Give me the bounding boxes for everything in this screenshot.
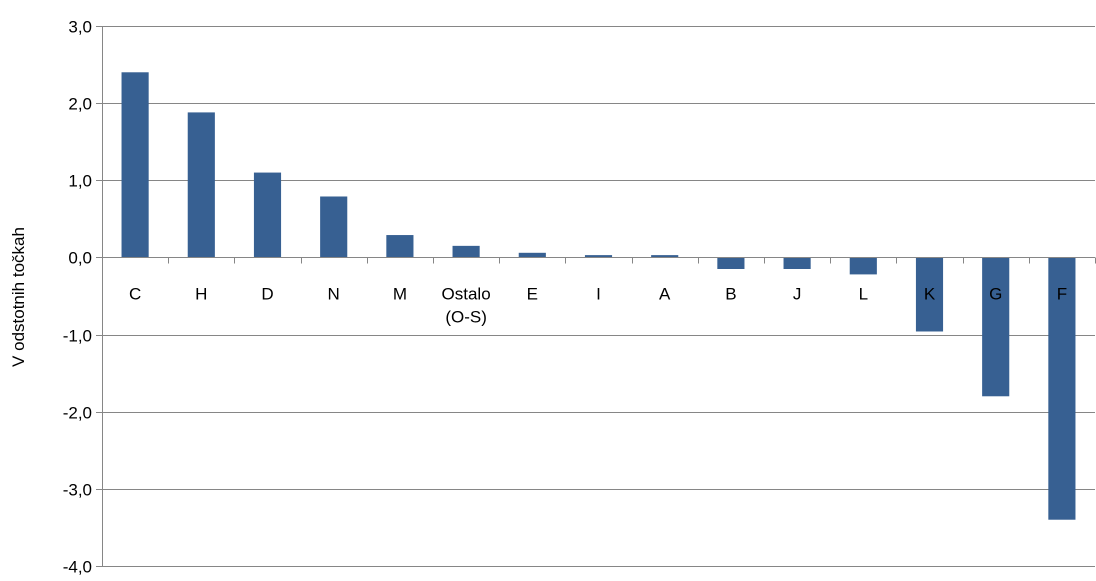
y-tick-labels: 3,0 2,0 1,0 0,0 -1,0 -2,0 -3,0 -4,0 [63, 18, 92, 577]
bar [518, 252, 546, 258]
bar [651, 255, 679, 258]
y-tick-label: 0,0 [68, 249, 92, 268]
bar [187, 112, 215, 258]
category-label: N [328, 285, 340, 304]
category-label: L [859, 285, 868, 304]
y-tick-label: 3,0 [68, 18, 92, 37]
category-label: Ostalo (O-S) [442, 285, 491, 327]
category-label: E [527, 285, 538, 304]
category-label: K [924, 285, 936, 304]
y-axis-title: V odstotnih točkah [9, 227, 28, 367]
category-label: G [989, 285, 1002, 304]
bar [121, 72, 149, 258]
bar [1048, 257, 1076, 520]
axes [96, 26, 1096, 567]
bar [982, 257, 1010, 397]
bar [783, 257, 811, 269]
y-tick-label: -3,0 [63, 481, 92, 500]
bar [584, 255, 613, 258]
category-label: C [129, 285, 141, 304]
y-tick-label: 1,0 [68, 172, 92, 191]
category-label: D [261, 285, 273, 304]
y-tick-label: 2,0 [68, 95, 92, 114]
category-label: A [659, 285, 671, 304]
bar [849, 257, 877, 275]
bar [452, 245, 480, 258]
y-tick-label: -1,0 [63, 327, 92, 346]
bars [121, 72, 1076, 520]
y-tick-label: -2,0 [63, 404, 92, 423]
category-label: F [1057, 285, 1067, 304]
bar [386, 235, 414, 258]
y-tick-label: -4,0 [63, 558, 92, 577]
bar [253, 172, 282, 258]
bar [320, 196, 348, 258]
category-label: B [725, 285, 736, 304]
category-label: I [596, 285, 601, 304]
category-label: J [793, 285, 802, 304]
category-labels: C H D N M Ostalo (O-S) E I A B J L K G F [129, 285, 1067, 327]
bar [717, 257, 745, 269]
bar [915, 257, 944, 332]
category-label: H [195, 285, 207, 304]
category-label: M [393, 285, 407, 304]
